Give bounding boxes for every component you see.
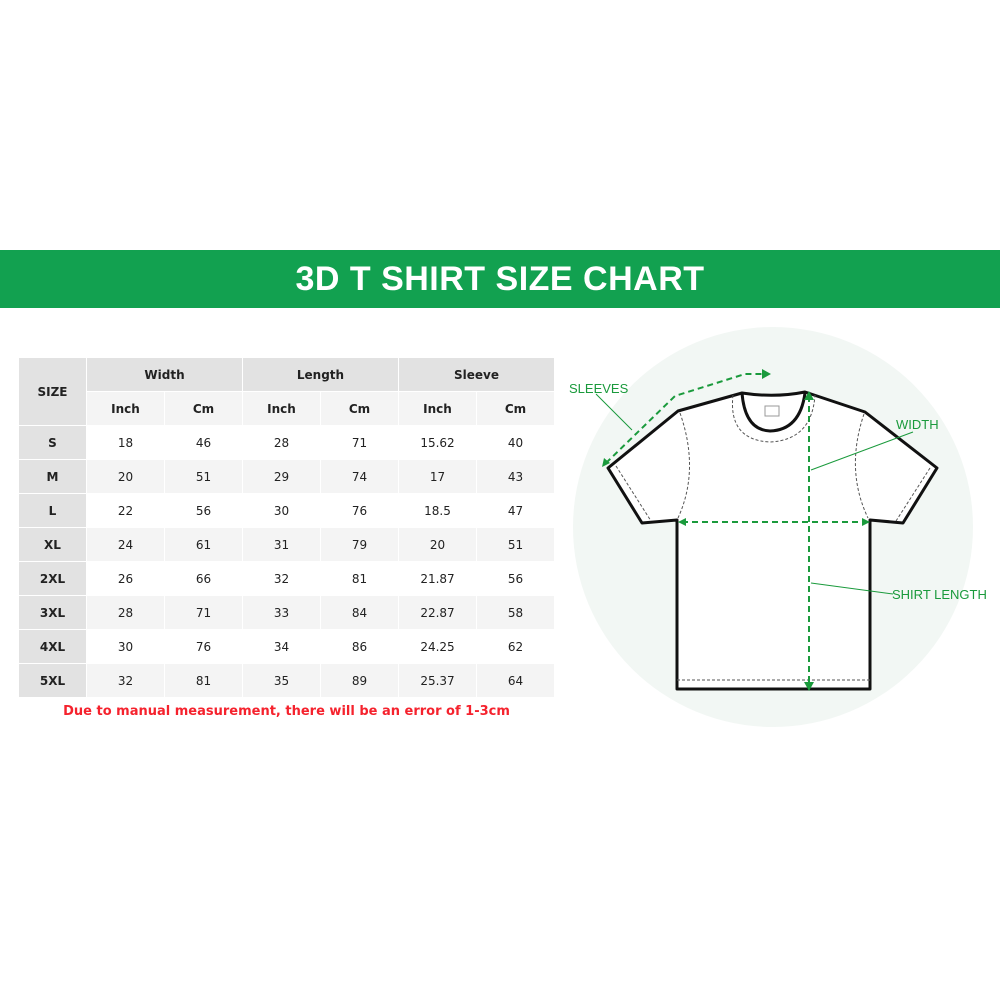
value-cell: 32 <box>242 561 321 596</box>
value-cell: 33 <box>242 595 321 630</box>
value-cell: 28 <box>242 425 321 460</box>
seam-stitches <box>615 412 931 681</box>
sleeves-label: SLEEVES <box>569 381 629 396</box>
value-cell: 18.5 <box>398 493 477 528</box>
size-header: SIZE <box>18 357 87 426</box>
value-cell: 56 <box>164 493 243 528</box>
size-table: SIZE Width Length Sleeve Inch Cm Inch Cm… <box>18 357 555 698</box>
measurement-note: Due to manual measurement, there will be… <box>63 704 510 719</box>
value-cell: 24 <box>86 527 165 562</box>
value-cell: 81 <box>164 663 243 698</box>
size-cell: 5XL <box>18 663 87 698</box>
value-cell: 62 <box>476 629 555 664</box>
leader-lines <box>595 393 914 595</box>
value-cell: 56 <box>476 561 555 596</box>
title-banner: 3D T SHIRT SIZE CHART <box>0 250 1000 308</box>
table-row: M 20 51 29 74 17 43 <box>18 459 555 494</box>
unit-header: Inch <box>86 391 165 426</box>
size-cell: S <box>18 425 87 460</box>
value-cell: 22.87 <box>398 595 477 630</box>
value-cell: 89 <box>320 663 399 698</box>
value-cell: 84 <box>320 595 399 630</box>
value-cell: 20 <box>398 527 477 562</box>
unit-header: Cm <box>320 391 399 426</box>
page-title: 3D T SHIRT SIZE CHART <box>295 259 705 298</box>
value-cell: 35 <box>242 663 321 698</box>
value-cell: 64 <box>476 663 555 698</box>
unit-header: Inch <box>242 391 321 426</box>
value-cell: 43 <box>476 459 555 494</box>
value-cell: 29 <box>242 459 321 494</box>
value-cell: 76 <box>164 629 243 664</box>
table-row: 2XL 26 66 32 81 21.87 56 <box>18 561 555 596</box>
value-cell: 21.87 <box>398 561 477 596</box>
value-cell: 76 <box>320 493 399 528</box>
shirt-length-label: SHIRT LENGTH <box>892 587 987 602</box>
value-cell: 51 <box>476 527 555 562</box>
table-row: 3XL 28 71 33 84 22.87 58 <box>18 595 555 630</box>
value-cell: 71 <box>320 425 399 460</box>
size-cell: 3XL <box>18 595 87 630</box>
value-cell: 30 <box>242 493 321 528</box>
sleeve-arrow <box>605 373 764 464</box>
group-header-width: Width <box>86 357 243 392</box>
table-row: S 18 46 28 71 15.62 40 <box>18 425 555 460</box>
size-cell: XL <box>18 527 87 562</box>
value-cell: 86 <box>320 629 399 664</box>
value-cell: 34 <box>242 629 321 664</box>
value-cell: 47 <box>476 493 555 528</box>
collar-stitch <box>731 394 816 443</box>
size-cell: L <box>18 493 87 528</box>
unit-header: Cm <box>164 391 243 426</box>
size-cell: 2XL <box>18 561 87 596</box>
value-cell: 31 <box>242 527 321 562</box>
collar <box>740 392 807 433</box>
value-cell: 26 <box>86 561 165 596</box>
value-cell: 58 <box>476 595 555 630</box>
value-cell: 71 <box>164 595 243 630</box>
value-cell: 46 <box>164 425 243 460</box>
group-header-length: Length <box>242 357 399 392</box>
label-tag <box>764 405 780 417</box>
value-cell: 22 <box>86 493 165 528</box>
value-cell: 61 <box>164 527 243 562</box>
value-cell: 24.25 <box>398 629 477 664</box>
group-header-sleeve: Sleeve <box>398 357 555 392</box>
unit-header: Cm <box>476 391 555 426</box>
table-row: L 22 56 30 76 18.5 47 <box>18 493 555 528</box>
tshirt-outline <box>606 390 939 691</box>
value-cell: 32 <box>86 663 165 698</box>
table-row: XL 24 61 31 79 20 51 <box>18 527 555 562</box>
value-cell: 79 <box>320 527 399 562</box>
value-cell: 18 <box>86 425 165 460</box>
table-row: 5XL 32 81 35 89 25.37 64 <box>18 663 555 698</box>
width-label: WIDTH <box>896 417 939 432</box>
unit-header: Inch <box>398 391 477 426</box>
value-cell: 28 <box>86 595 165 630</box>
value-cell: 25.37 <box>398 663 477 698</box>
